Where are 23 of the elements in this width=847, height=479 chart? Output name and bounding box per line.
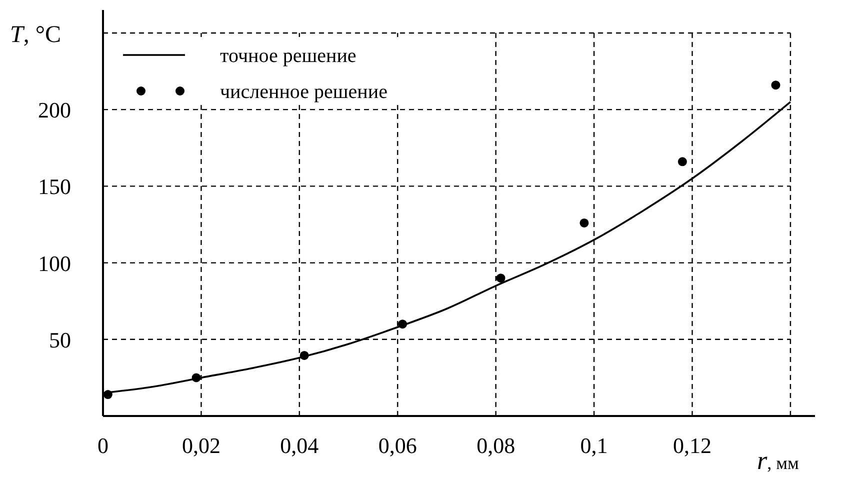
x-axis-title: r, мм — [757, 446, 799, 475]
y-tick-label: 150 — [38, 174, 71, 200]
legend-label: точное решение — [220, 45, 356, 67]
x-tick-label: 0,1 — [580, 433, 608, 458]
point — [192, 373, 201, 382]
y-axis-title: T, °C — [10, 22, 61, 48]
point — [771, 80, 780, 90]
x-tick-label: 0,06 — [378, 433, 417, 458]
point — [398, 320, 408, 329]
legend-label: численное решение — [220, 81, 388, 103]
point — [678, 157, 687, 166]
x-tick-label: 0,02 — [182, 433, 220, 458]
x-tick-label: 0,04 — [280, 433, 319, 458]
y-tick-label: 200 — [38, 98, 71, 123]
point — [103, 390, 112, 400]
x-tick-label: 0,12 — [672, 433, 712, 458]
y-tick-label: 100 — [38, 250, 71, 276]
point — [580, 218, 589, 228]
point — [496, 274, 506, 283]
y-tick-label: 50 — [49, 327, 71, 352]
point — [300, 350, 309, 360]
x-tick-label: 0,08 — [476, 433, 516, 458]
x-tick-label: 0 — [98, 433, 108, 458]
